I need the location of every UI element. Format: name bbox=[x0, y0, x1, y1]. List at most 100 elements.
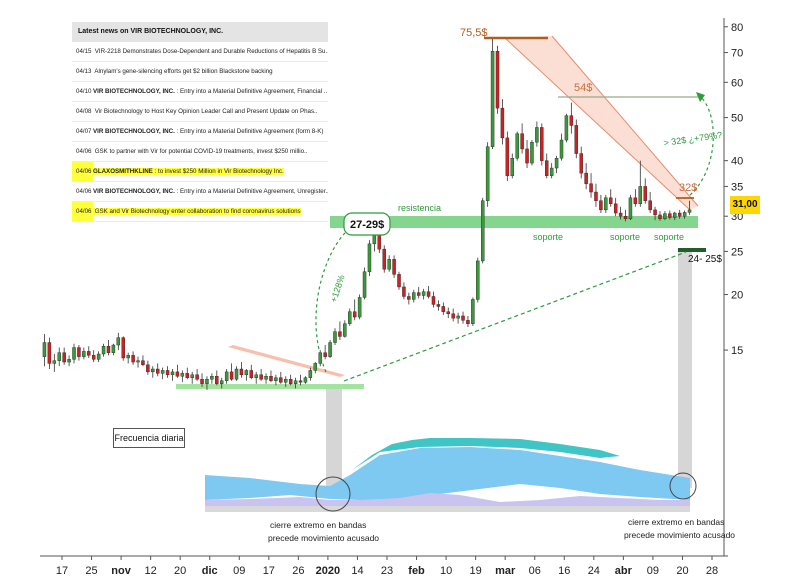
candle-down bbox=[436, 304, 441, 307]
news-item-title[interactable]: VIR BIOTECHNOLOGY, INC. : Entry into a M… bbox=[93, 128, 324, 135]
band-27-29-bubble bbox=[343, 212, 391, 236]
news-item-title[interactable]: GSK and Vir Biotechnology enter collabor… bbox=[93, 208, 301, 215]
candle-down bbox=[195, 374, 199, 380]
candle-up bbox=[564, 115, 569, 141]
frequency-label: Frecuencia diaria bbox=[113, 428, 185, 448]
candle-down bbox=[47, 342, 52, 364]
news-item[interactable]: 04/06 GLAXOSMITHKLINE : to invest $250 Mi… bbox=[72, 162, 328, 182]
candle-down bbox=[609, 197, 613, 204]
uptrend-line bbox=[343, 251, 687, 382]
candle-up bbox=[244, 370, 249, 375]
news-item-title[interactable]: Alnylam's gene-silencing efforts get $2 … bbox=[93, 68, 273, 75]
candle-down bbox=[269, 376, 273, 381]
news-item[interactable]: 04/06 VIR BIOTECHNOLOGY, INC. : Entry int… bbox=[72, 182, 328, 202]
news-item[interactable]: 04/15 VIR-2218 Demonstrates Dose-Depende… bbox=[72, 42, 328, 62]
candle-up bbox=[254, 374, 258, 378]
candle-down bbox=[466, 320, 470, 324]
candle-up bbox=[367, 243, 372, 272]
candle-up bbox=[126, 355, 130, 359]
news-item-date: 04/13 bbox=[76, 68, 92, 75]
candles-layer bbox=[42, 37, 692, 391]
level-32-label: 32$ bbox=[679, 182, 697, 194]
band-lavender-area bbox=[205, 493, 690, 506]
candle-up bbox=[638, 186, 643, 204]
candle-up bbox=[628, 197, 633, 220]
candle-up bbox=[72, 347, 76, 360]
news-item-date: 04/07 bbox=[76, 128, 92, 135]
x-tick-label: mar bbox=[495, 565, 516, 577]
candle-down bbox=[338, 331, 342, 337]
news-item-company: VIR BIOTECHNOLOGY, INC. bbox=[93, 128, 175, 135]
soporte-label-3: soporte bbox=[654, 232, 684, 242]
news-item[interactable]: 04/06 GSK and Vir Biotechnology enter co… bbox=[72, 202, 328, 222]
x-tick-label: nov bbox=[111, 565, 131, 577]
current-price-tag: 31,00 bbox=[730, 196, 760, 214]
candle-down bbox=[623, 216, 628, 220]
news-item[interactable]: 04/06 GSK to partner with Vir for potent… bbox=[72, 142, 328, 162]
candle-down bbox=[505, 137, 510, 176]
candle-up bbox=[663, 213, 667, 220]
candle-down bbox=[545, 160, 549, 176]
news-item-company: GLAXOSMITHKLINE bbox=[93, 168, 153, 175]
x-tick-label: 2020 bbox=[316, 565, 340, 577]
candle-up bbox=[303, 377, 308, 383]
x-tick-label: 26 bbox=[292, 565, 304, 577]
x-tick-label: 16 bbox=[558, 565, 570, 577]
news-item-title[interactable]: GLAXOSMITHKLINE : to invest $250 Million… bbox=[93, 168, 284, 175]
bands-circle-left bbox=[315, 476, 351, 512]
candle-down bbox=[407, 296, 411, 300]
descending-trend-line-lower bbox=[551, 35, 699, 207]
news-item-title[interactable]: Vir Biotechnology to Host Key Opinion Le… bbox=[93, 108, 318, 115]
candle-up bbox=[96, 353, 101, 360]
target-zone-bar bbox=[678, 248, 706, 252]
news-item[interactable]: 04/07 VIR BIOTECHNOLOGY, INC. : Entry int… bbox=[72, 122, 328, 142]
candle-down bbox=[141, 360, 145, 366]
candle-up bbox=[559, 139, 564, 159]
y-tick-label: 40 bbox=[731, 156, 743, 168]
candle-up bbox=[530, 142, 534, 164]
candle-up bbox=[313, 363, 318, 371]
news-item-company: VIR BIOTECHNOLOGY, INC. bbox=[93, 188, 175, 195]
gain-79-label: > 32$ ¿+79%? bbox=[663, 130, 723, 148]
candle-up bbox=[510, 158, 514, 176]
candle-up bbox=[480, 200, 485, 262]
candle-down bbox=[155, 368, 160, 374]
news-item[interactable]: 04/10 VIR BIOTECHNOLOGY, INC. : Entry int… bbox=[72, 82, 328, 102]
candle-down bbox=[77, 347, 81, 357]
candle-down bbox=[416, 292, 421, 296]
descending-trend-line-upper bbox=[504, 37, 691, 211]
candle-up bbox=[490, 50, 495, 147]
support-zone-band bbox=[330, 216, 698, 228]
bands-note-left-line2: precede movimiento acusado bbox=[268, 533, 379, 543]
gain-arc-79 bbox=[689, 95, 714, 196]
candle-up bbox=[476, 260, 480, 300]
candle-up bbox=[357, 297, 362, 318]
news-item-title[interactable]: VIR-2218 Demonstrates Dose-Dependent and… bbox=[93, 48, 328, 55]
news-item-date: 04/06 bbox=[72, 162, 93, 181]
peak-label: 75,5$ bbox=[460, 27, 488, 39]
news-item-title[interactable]: VIR BIOTECHNOLOGY, INC. : Entry into a M… bbox=[93, 88, 328, 95]
band-gray-area bbox=[205, 506, 690, 512]
y-tick-label: 80 bbox=[731, 22, 743, 34]
candle-down bbox=[200, 379, 204, 384]
news-item[interactable]: 04/08 Vir Biotechnology to Host Key Opin… bbox=[72, 102, 328, 122]
candle-down bbox=[106, 346, 111, 353]
band-lightblue-area bbox=[205, 447, 690, 500]
resistencia-label: resistencia bbox=[398, 203, 441, 213]
candle-down bbox=[446, 311, 450, 315]
candle-down bbox=[441, 306, 446, 312]
candle-up bbox=[220, 380, 224, 384]
candle-down bbox=[613, 203, 618, 214]
x-tick-label: 10 bbox=[440, 565, 452, 577]
candle-down bbox=[677, 212, 682, 217]
news-item-title[interactable]: VIR BIOTECHNOLOGY, INC. : Entry into a M… bbox=[93, 188, 328, 195]
news-item[interactable]: 04/13 Alnylam's gene-silencing efforts g… bbox=[72, 62, 328, 82]
news-item-title[interactable]: GSK to partner with Vir for potential CO… bbox=[93, 148, 308, 155]
target-label: 24- 25$ bbox=[688, 254, 722, 265]
candle-down bbox=[500, 107, 505, 139]
y-tick-label: 20 bbox=[731, 290, 743, 302]
candle-down bbox=[495, 50, 500, 109]
y-axis: 15 20 25 30 35 40 50 60 70 80 bbox=[723, 18, 743, 556]
y-tick-label: 50 bbox=[731, 113, 743, 125]
